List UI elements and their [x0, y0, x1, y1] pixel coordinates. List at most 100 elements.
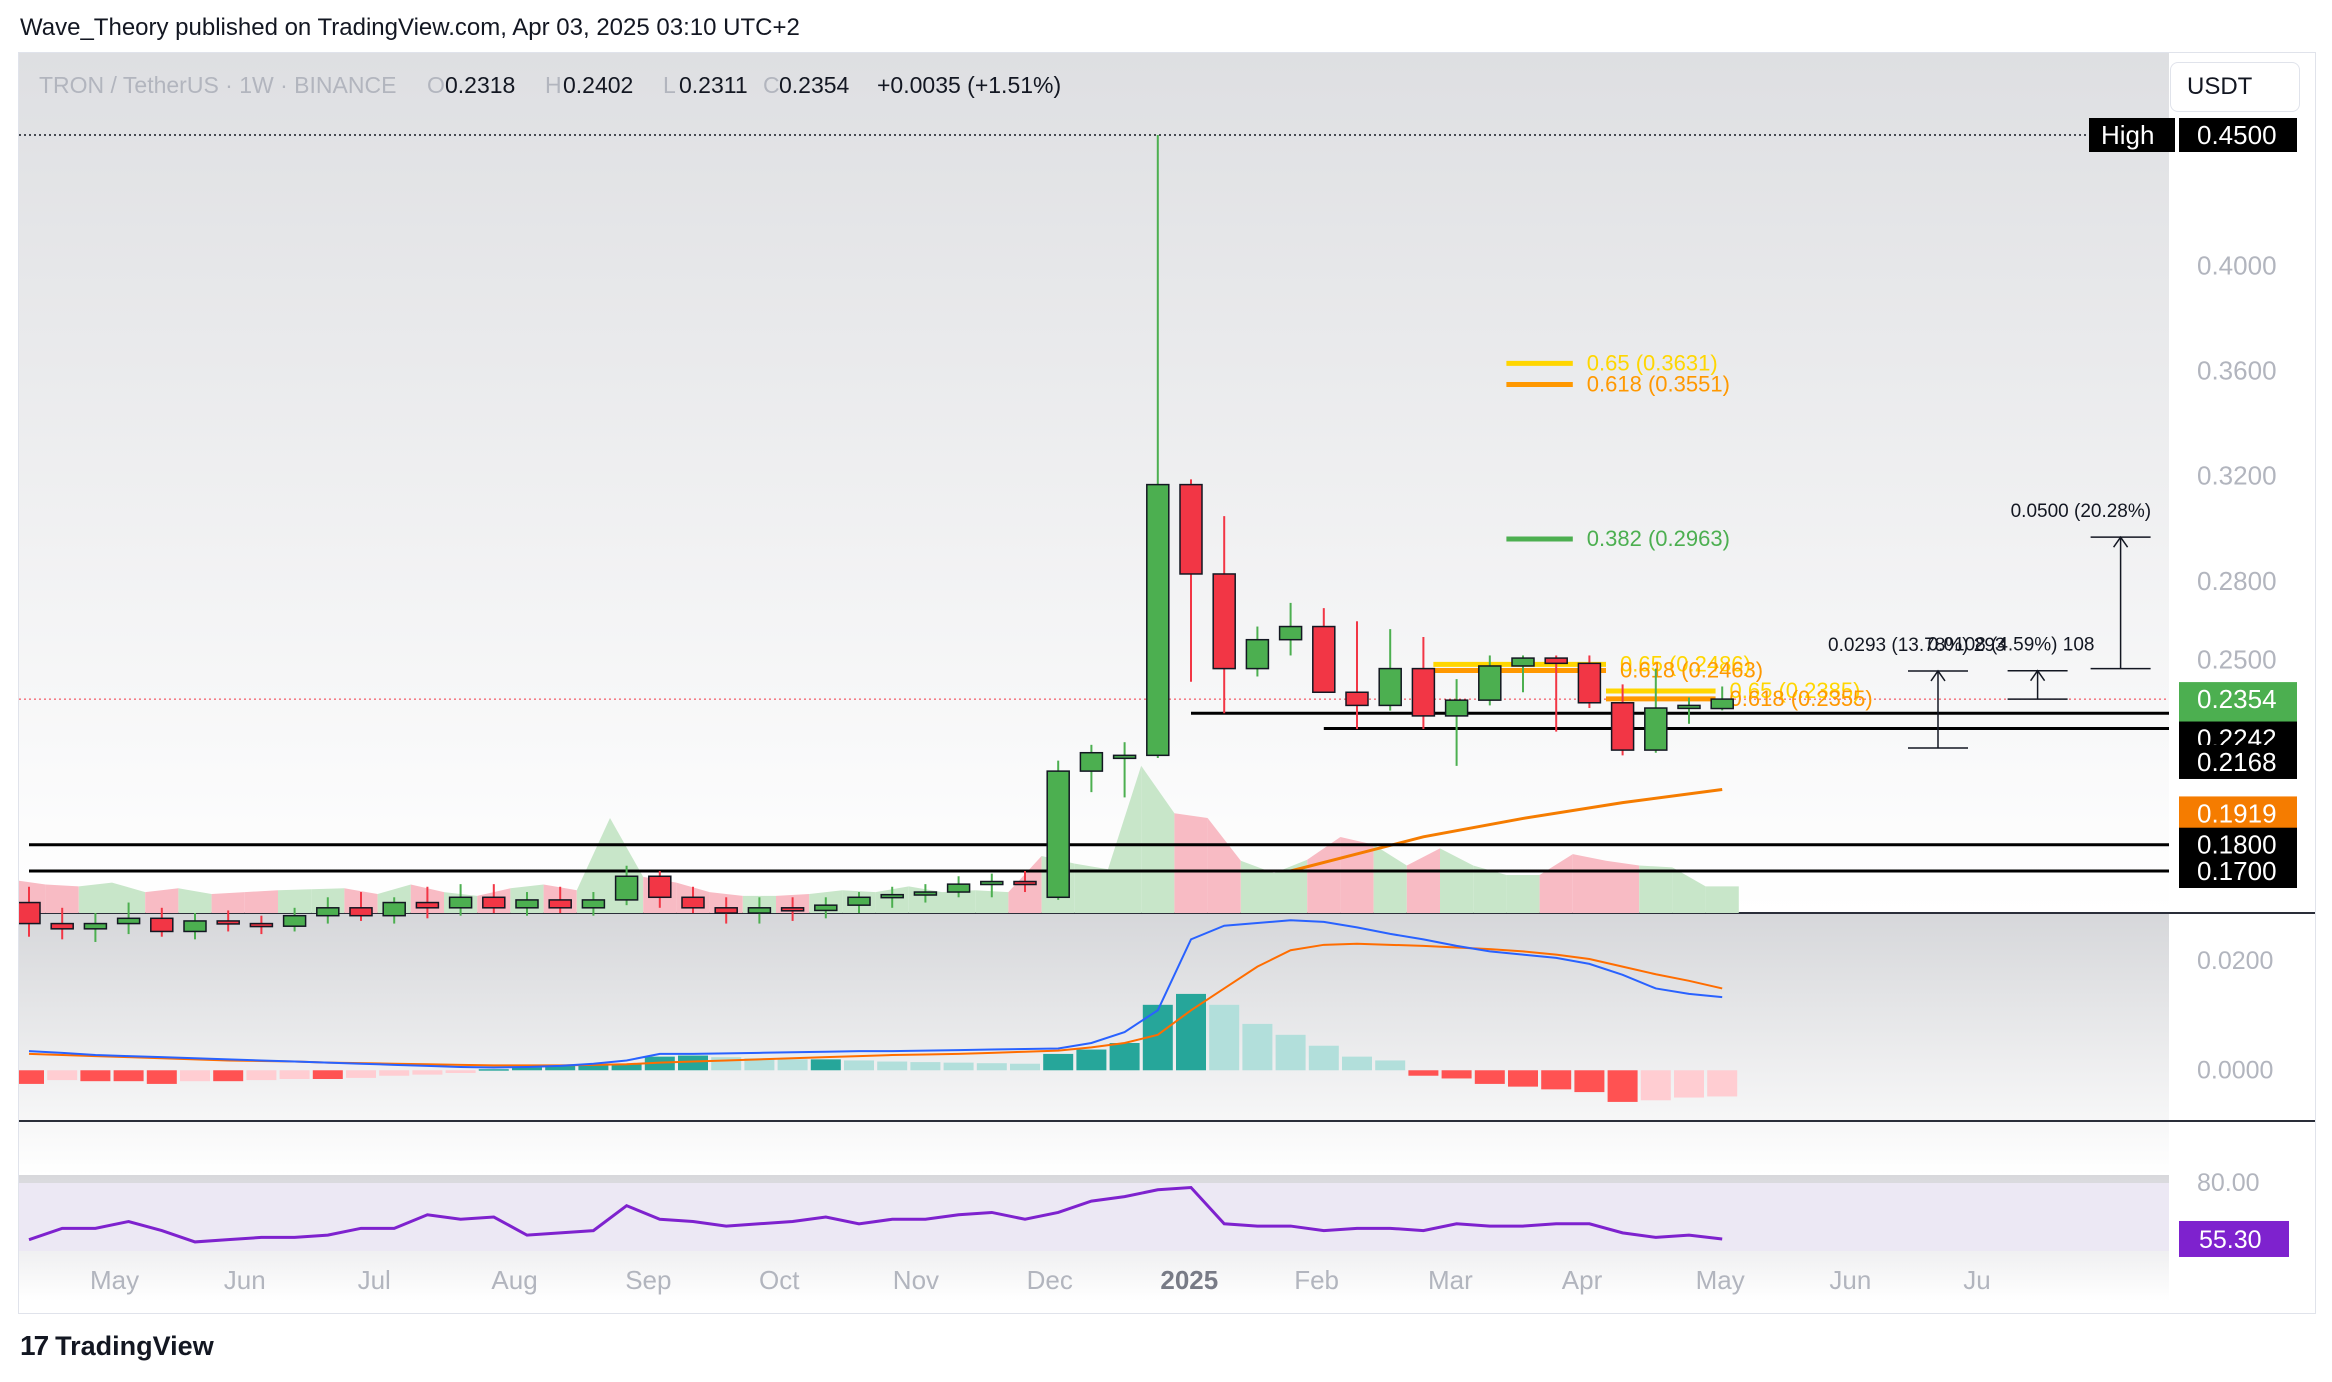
macd-histogram-bar [976, 1063, 1007, 1071]
candle-down [349, 907, 373, 917]
measure-label: 0.0108 (4.59%) 108 [1928, 635, 2095, 656]
volume-area [211, 892, 245, 913]
candle-up [1245, 638, 1270, 670]
macd-histogram-bar [1441, 1070, 1472, 1079]
price-marker-value: 0.4500 [2197, 120, 2277, 150]
currency-button[interactable]: USDT [2170, 62, 2300, 112]
price-marker-high [2179, 118, 2297, 152]
volume-area [1240, 860, 1274, 913]
macd-histogram-bar [1275, 1034, 1306, 1071]
volume-area [1207, 818, 1241, 913]
tradingview-logo[interactable]: 17 TradingView [20, 1330, 214, 1362]
symbol-legend: TRON / TetherUS · 1W · BINANCE O 0.2318 … [39, 72, 1061, 98]
price-marker-black [2179, 744, 2297, 779]
macd-histogram-bar [777, 1059, 808, 1071]
price-marker-black [2179, 854, 2297, 888]
candle-up [913, 891, 938, 896]
macd-histogram-bar [1242, 1023, 1273, 1071]
time-tick-label: 2025 [1160, 1265, 1218, 1295]
macd-histogram-bar [1209, 1004, 1240, 1071]
candle-up [1444, 699, 1469, 717]
candle-up [316, 907, 340, 917]
time-tick-label: Jul [358, 1265, 391, 1295]
time-tick-label: Ju [1963, 1265, 1990, 1295]
horizontal-levels[interactable] [19, 134, 2169, 873]
macd-tick-label: 0.0200 [2197, 947, 2273, 975]
candles[interactable] [19, 135, 1734, 942]
macd-histogram-bar [1109, 1043, 1140, 1071]
price-marker-tag [2089, 118, 2175, 152]
candle-up [448, 896, 473, 909]
macd-histogram-bar [312, 1070, 343, 1079]
fib-level-label: 0.382 (0.2963) [1587, 526, 1730, 551]
volume-area [244, 890, 278, 913]
candle-up [1710, 698, 1734, 710]
rsi-line [28, 1185, 1723, 1244]
macd-histogram-bar [1474, 1070, 1505, 1084]
candle-down [1544, 657, 1568, 665]
rsi-value-label: 55.30 [2199, 1226, 2262, 1254]
volume-area [1108, 765, 1142, 913]
legend-open: 0.2318 [445, 72, 515, 98]
time-axis[interactable]: May Jun Jul Aug Sep Oct Nov Dec 2025 Feb Mar Apr May… [90, 1265, 1991, 1295]
macd-histogram-bar [1541, 1070, 1572, 1090]
candle-down [249, 922, 274, 928]
volume-area [178, 888, 212, 913]
volume-area [1606, 860, 1640, 913]
price-marker-value: 0.1919 [2197, 798, 2277, 828]
volume-area [1174, 813, 1208, 913]
candle-down [1212, 573, 1236, 670]
measure-label: 0.0293 (13.78%) 293 [1828, 635, 2005, 656]
rsi-value-badge [2179, 1220, 2289, 1257]
volume-area [1406, 848, 1440, 913]
price-marker-ema [2179, 796, 2297, 831]
volume-area [278, 889, 312, 913]
ema-polyline [1290, 788, 1723, 873]
candle-up [282, 914, 307, 927]
price-tick-label: 0.4000 [2197, 250, 2277, 280]
price-tick-label: 0.3200 [2197, 461, 2277, 491]
volume-area [1639, 865, 1673, 913]
macd-histogram-bar [213, 1070, 244, 1082]
candle-down [1610, 702, 1635, 751]
legend-change: +0.0035 (+1.51%) [877, 72, 1061, 98]
volume-area [1440, 848, 1474, 913]
volume-area [145, 888, 179, 913]
candle-up [1079, 751, 1104, 772]
legend-low-label: L [663, 72, 676, 98]
legend-close-label: C [763, 72, 780, 98]
price-axis[interactable]: 0.4000 0.3600 0.3200 0.2800 0.2500 0.4500 High… [2089, 118, 2297, 888]
legend-low: 0.2311 [679, 72, 748, 98]
candle-up [847, 896, 871, 906]
macd-tick-label: 0.0000 [2197, 1056, 2273, 1084]
chart-frame[interactable]: 1.02B 0.65 (0.3631) 0.618 (0.3551) 0.382 (… [18, 52, 2316, 1314]
macd-histogram-bar [1375, 1060, 1406, 1071]
macd-histogram-bar [1342, 1056, 1372, 1071]
legend-symbol: TRON / TetherUS · 1W · BINANCE [39, 72, 396, 98]
macd-histogram-bar [611, 1063, 642, 1071]
candle-up [1677, 704, 1701, 710]
candle-up [1278, 625, 1303, 641]
macd-histogram-bar [1508, 1070, 1538, 1087]
candle-up [614, 875, 639, 901]
measure-annotations[interactable]: 0.0500 (20.28%) 0.0108 (4.59%) 1080.0293 … [1828, 501, 2151, 749]
candle-up [183, 920, 207, 933]
macd-histogram-bar [1176, 993, 1206, 1071]
macd-histogram-bar [1408, 1070, 1439, 1076]
macd-histogram-bar [1674, 1070, 1704, 1098]
candle-up [581, 899, 606, 909]
price-chart[interactable]: 1.02B 0.65 (0.3631)0.618 (0.3551) 0.382 (… [19, 53, 2315, 1313]
candle-up [1644, 707, 1668, 751]
volume-area [1307, 837, 1341, 913]
macd-histogram-bar [47, 1070, 78, 1081]
fib-level-label: 0.65 (0.3631) [1587, 350, 1718, 375]
macd-histogram-bar [445, 1070, 476, 1073]
time-tick-label: Apr [1562, 1265, 1603, 1295]
macd-histogram-bar [478, 1069, 509, 1071]
fib-level-label: 0.65 (0.2385) [1730, 678, 1861, 703]
macd-histogram-bar [180, 1070, 210, 1082]
fib-levels[interactable]: 0.65 (0.3631)0.618 (0.3551) 0.382 (0.2963… [1433, 350, 1873, 711]
volume-area [45, 884, 79, 913]
macd-pane: 0.0200 0.0000 [19, 919, 2273, 1102]
volume-area [975, 890, 1009, 913]
